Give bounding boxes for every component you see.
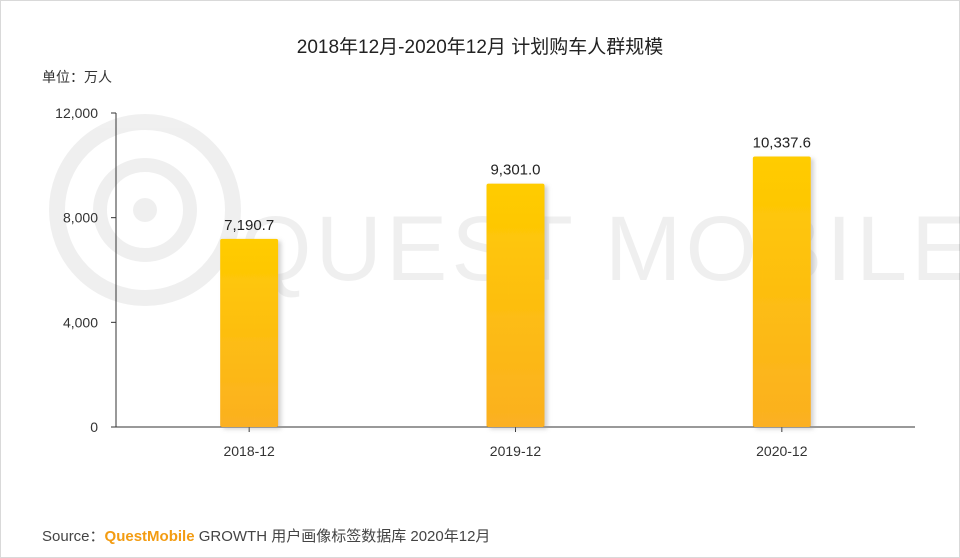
source-brand: QuestMobile	[104, 528, 195, 545]
chart-title: 2018年12月-2020年12月 计划购车人群规模	[296, 37, 664, 58]
y-tick-label: 12,000	[55, 105, 98, 121]
source-prefix: Source：	[42, 528, 105, 545]
bar	[486, 183, 545, 427]
x-tick-label: 2018-12	[223, 443, 275, 459]
bar	[220, 238, 279, 427]
data-label: 10,337.6	[753, 134, 811, 151]
x-tick-label: 2020-12	[756, 443, 808, 459]
source-note: Source：QuestMobile GROWTH 用户画像标签数据库 2020…	[42, 525, 490, 546]
watermark-logo: QUEST MOBILE	[49, 114, 960, 306]
unit-label: 单位：万人	[42, 69, 112, 85]
data-label: 9,301.0	[490, 162, 540, 179]
bar	[752, 156, 811, 428]
x-tick-label: 2019-12	[490, 443, 542, 459]
y-tick-label: 8,000	[63, 210, 98, 226]
y-tick-label: 0	[90, 419, 98, 435]
watermark-text: QUEST MOBILE	[240, 198, 960, 300]
data-label: 7,190.7	[224, 217, 274, 234]
y-tick-label: 4,000	[63, 314, 98, 330]
source-suffix: GROWTH 用户画像标签数据库 2020年12月	[198, 528, 491, 545]
